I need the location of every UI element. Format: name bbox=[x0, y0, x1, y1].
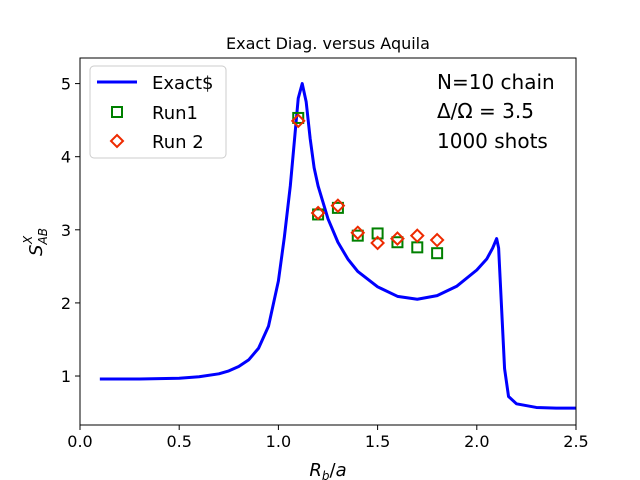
run1-point bbox=[292, 111, 305, 124]
x-axis-label: Rb/a bbox=[309, 460, 346, 480]
run1-point bbox=[431, 247, 444, 260]
y-tick-label: 1 bbox=[61, 367, 71, 386]
x-tick-label: 2.5 bbox=[563, 432, 588, 451]
annotation-ratio: Δ/Ω = 3.5 bbox=[437, 99, 534, 123]
x-tick-label: 1.5 bbox=[365, 432, 390, 451]
y-tick-label: 4 bbox=[61, 148, 71, 167]
x-tick-label: 0.5 bbox=[166, 432, 191, 451]
legend-frame bbox=[89, 65, 227, 159]
axes-frame bbox=[79, 57, 577, 426]
chart-title: Exact Diag. versus Aquila bbox=[226, 34, 430, 53]
y-tick-label: 3 bbox=[61, 221, 71, 240]
legend-label-run2: Run 2 bbox=[152, 132, 204, 153]
legend-diamond-swatch bbox=[109, 133, 125, 149]
y-axis-label: SABX bbox=[21, 228, 50, 256]
run2-point bbox=[390, 231, 405, 246]
x-tick-label: 2.0 bbox=[464, 432, 489, 451]
run1-point bbox=[391, 236, 404, 249]
run2-point bbox=[350, 225, 366, 241]
run2-point bbox=[409, 228, 425, 244]
run1-point bbox=[371, 227, 384, 240]
annotation-shots: 1000 shots bbox=[437, 129, 548, 153]
legend-square-swatch bbox=[111, 106, 123, 118]
run2-point bbox=[290, 113, 306, 129]
annotation-chain: N=10 chain bbox=[437, 70, 555, 94]
legend-label-exact: Exact$ bbox=[152, 73, 213, 94]
run1-point bbox=[351, 229, 364, 242]
x-axis: 0.0 0.5 1.0 1.5 2.0 2.5 bbox=[67, 425, 589, 451]
plot-area bbox=[79, 57, 577, 426]
x-tick-label: 0.0 bbox=[67, 432, 92, 451]
run2-point bbox=[429, 232, 445, 248]
marker-layer bbox=[290, 111, 445, 260]
x-tick-label: 1.0 bbox=[266, 432, 291, 451]
curve-layer bbox=[99, 82, 576, 410]
legend: Exact$ Run1 Run 2 bbox=[89, 65, 227, 159]
legend-label-run1: Run1 bbox=[152, 103, 198, 124]
y-axis: 1 2 3 4 5 bbox=[61, 75, 80, 386]
run2-point bbox=[310, 205, 326, 221]
run2-point bbox=[370, 235, 386, 251]
run2-point bbox=[330, 198, 346, 214]
y-tick-label: 2 bbox=[61, 294, 71, 313]
y-tick-label: 5 bbox=[61, 75, 71, 94]
exact-curve bbox=[99, 82, 576, 410]
